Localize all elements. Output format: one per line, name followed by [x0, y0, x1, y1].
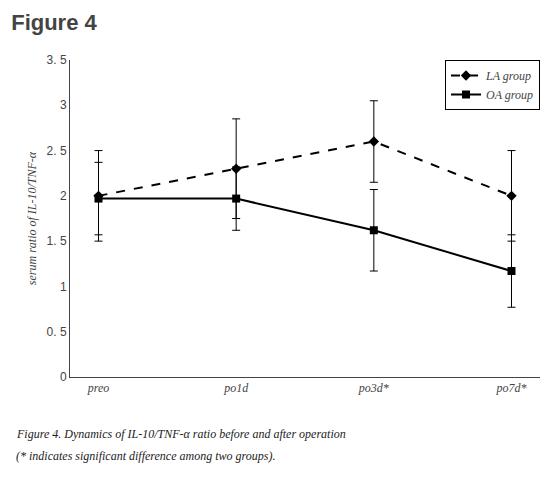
svg-text:po1d: po1d: [223, 381, 249, 395]
svg-text:Figure 4. Dynamics of IL-10/TN: Figure 4. Dynamics of IL-10/TNF-α ratio …: [16, 427, 346, 441]
svg-text:0: 0: [60, 370, 67, 384]
svg-text:1: 1: [60, 280, 67, 294]
svg-text:2: 2: [60, 189, 67, 203]
svg-text:2. 5: 2. 5: [47, 144, 67, 158]
svg-text:po3d*: po3d*: [358, 381, 389, 395]
svg-text:3. 5: 3. 5: [47, 53, 67, 67]
svg-text:1. 5: 1. 5: [47, 234, 67, 248]
svg-text:po7d*: po7d*: [496, 381, 527, 395]
svg-text:serum ratio of IL-10/TNF-α: serum ratio of IL-10/TNF-α: [25, 151, 39, 285]
svg-text:preo: preo: [87, 381, 110, 395]
svg-text:3: 3: [60, 98, 67, 112]
svg-text:LA group: LA group: [485, 69, 531, 83]
svg-text:OA group: OA group: [486, 88, 533, 102]
svg-text:0. 5: 0. 5: [47, 325, 67, 339]
svg-text:Figure 4: Figure 4: [11, 10, 97, 35]
svg-text:(* indicates significant diffe: (* indicates significant difference amon…: [16, 449, 275, 463]
